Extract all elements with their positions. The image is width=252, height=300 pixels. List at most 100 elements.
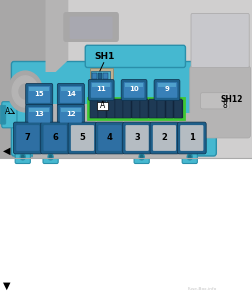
Text: 10: 10 bbox=[129, 86, 138, 92]
FancyBboxPatch shape bbox=[63, 12, 118, 42]
FancyBboxPatch shape bbox=[124, 83, 143, 87]
FancyBboxPatch shape bbox=[103, 87, 107, 93]
FancyBboxPatch shape bbox=[97, 87, 102, 93]
Circle shape bbox=[186, 154, 192, 160]
FancyBboxPatch shape bbox=[26, 104, 53, 125]
Circle shape bbox=[48, 154, 53, 160]
FancyBboxPatch shape bbox=[106, 99, 114, 118]
FancyBboxPatch shape bbox=[29, 87, 49, 91]
FancyBboxPatch shape bbox=[2, 102, 17, 128]
FancyBboxPatch shape bbox=[140, 99, 148, 118]
Text: Fuse-Box.info: Fuse-Box.info bbox=[187, 286, 216, 291]
Text: 14: 14 bbox=[66, 91, 76, 97]
FancyBboxPatch shape bbox=[28, 86, 50, 103]
FancyBboxPatch shape bbox=[92, 87, 97, 93]
Text: 7: 7 bbox=[25, 134, 30, 142]
Text: 12: 12 bbox=[66, 111, 75, 117]
FancyBboxPatch shape bbox=[28, 107, 50, 123]
Text: 11: 11 bbox=[96, 86, 106, 92]
FancyBboxPatch shape bbox=[29, 108, 49, 112]
Circle shape bbox=[140, 155, 142, 158]
FancyBboxPatch shape bbox=[60, 86, 82, 103]
FancyBboxPatch shape bbox=[156, 82, 177, 98]
FancyBboxPatch shape bbox=[152, 125, 175, 151]
FancyBboxPatch shape bbox=[173, 99, 181, 118]
FancyBboxPatch shape bbox=[0, 0, 58, 158]
FancyBboxPatch shape bbox=[179, 125, 203, 151]
Text: SH12: SH12 bbox=[219, 95, 241, 104]
FancyBboxPatch shape bbox=[103, 73, 107, 79]
FancyBboxPatch shape bbox=[0, 105, 6, 124]
Circle shape bbox=[19, 84, 32, 99]
Text: 9: 9 bbox=[164, 86, 169, 92]
FancyBboxPatch shape bbox=[148, 99, 156, 118]
Text: ◀: ◀ bbox=[3, 146, 11, 156]
Text: 4: 4 bbox=[106, 134, 112, 142]
FancyBboxPatch shape bbox=[189, 0, 252, 158]
Text: 1: 1 bbox=[188, 134, 194, 142]
FancyBboxPatch shape bbox=[98, 99, 106, 118]
Polygon shape bbox=[45, 0, 68, 72]
Circle shape bbox=[139, 154, 144, 160]
FancyBboxPatch shape bbox=[57, 83, 84, 106]
FancyBboxPatch shape bbox=[69, 16, 112, 39]
FancyBboxPatch shape bbox=[125, 125, 148, 151]
Text: A: A bbox=[5, 107, 10, 116]
FancyBboxPatch shape bbox=[123, 99, 131, 118]
Circle shape bbox=[188, 155, 190, 158]
FancyBboxPatch shape bbox=[97, 102, 107, 110]
FancyBboxPatch shape bbox=[13, 122, 42, 154]
FancyBboxPatch shape bbox=[15, 149, 30, 164]
FancyBboxPatch shape bbox=[88, 80, 114, 100]
FancyBboxPatch shape bbox=[153, 80, 179, 100]
FancyBboxPatch shape bbox=[41, 122, 69, 154]
FancyBboxPatch shape bbox=[88, 98, 183, 119]
Circle shape bbox=[21, 155, 24, 158]
FancyBboxPatch shape bbox=[91, 70, 110, 102]
Text: 5: 5 bbox=[79, 134, 85, 142]
Text: ▼: ▼ bbox=[3, 280, 10, 291]
FancyBboxPatch shape bbox=[189, 66, 249, 138]
Text: 3: 3 bbox=[134, 134, 139, 142]
Circle shape bbox=[20, 154, 25, 160]
Text: SH1: SH1 bbox=[94, 52, 115, 62]
FancyBboxPatch shape bbox=[92, 73, 97, 79]
FancyBboxPatch shape bbox=[85, 45, 185, 68]
Text: 8: 8 bbox=[222, 101, 226, 110]
FancyBboxPatch shape bbox=[165, 99, 173, 118]
FancyBboxPatch shape bbox=[156, 99, 164, 118]
FancyBboxPatch shape bbox=[97, 73, 102, 79]
Circle shape bbox=[8, 71, 42, 112]
FancyBboxPatch shape bbox=[90, 82, 111, 98]
FancyBboxPatch shape bbox=[149, 122, 178, 154]
FancyBboxPatch shape bbox=[33, 104, 88, 158]
FancyBboxPatch shape bbox=[190, 14, 248, 68]
FancyBboxPatch shape bbox=[123, 82, 144, 98]
FancyBboxPatch shape bbox=[55, 0, 252, 66]
FancyBboxPatch shape bbox=[92, 80, 97, 86]
FancyBboxPatch shape bbox=[121, 80, 146, 100]
FancyBboxPatch shape bbox=[103, 80, 107, 86]
Circle shape bbox=[12, 76, 38, 107]
Text: 15: 15 bbox=[34, 91, 44, 97]
FancyBboxPatch shape bbox=[97, 94, 102, 100]
FancyBboxPatch shape bbox=[0, 158, 252, 300]
FancyBboxPatch shape bbox=[181, 149, 197, 164]
FancyBboxPatch shape bbox=[92, 83, 110, 87]
Text: 6: 6 bbox=[52, 134, 58, 142]
FancyBboxPatch shape bbox=[60, 107, 82, 123]
FancyBboxPatch shape bbox=[115, 99, 122, 118]
FancyBboxPatch shape bbox=[26, 83, 53, 106]
FancyBboxPatch shape bbox=[89, 68, 113, 104]
FancyBboxPatch shape bbox=[131, 99, 139, 118]
Circle shape bbox=[49, 155, 52, 158]
FancyBboxPatch shape bbox=[122, 122, 151, 154]
Text: 2: 2 bbox=[161, 134, 167, 142]
FancyBboxPatch shape bbox=[98, 125, 121, 151]
FancyBboxPatch shape bbox=[71, 125, 94, 151]
Text: 13: 13 bbox=[34, 111, 44, 117]
FancyBboxPatch shape bbox=[43, 125, 67, 151]
FancyBboxPatch shape bbox=[61, 87, 80, 91]
FancyBboxPatch shape bbox=[16, 125, 39, 151]
FancyBboxPatch shape bbox=[89, 99, 97, 118]
